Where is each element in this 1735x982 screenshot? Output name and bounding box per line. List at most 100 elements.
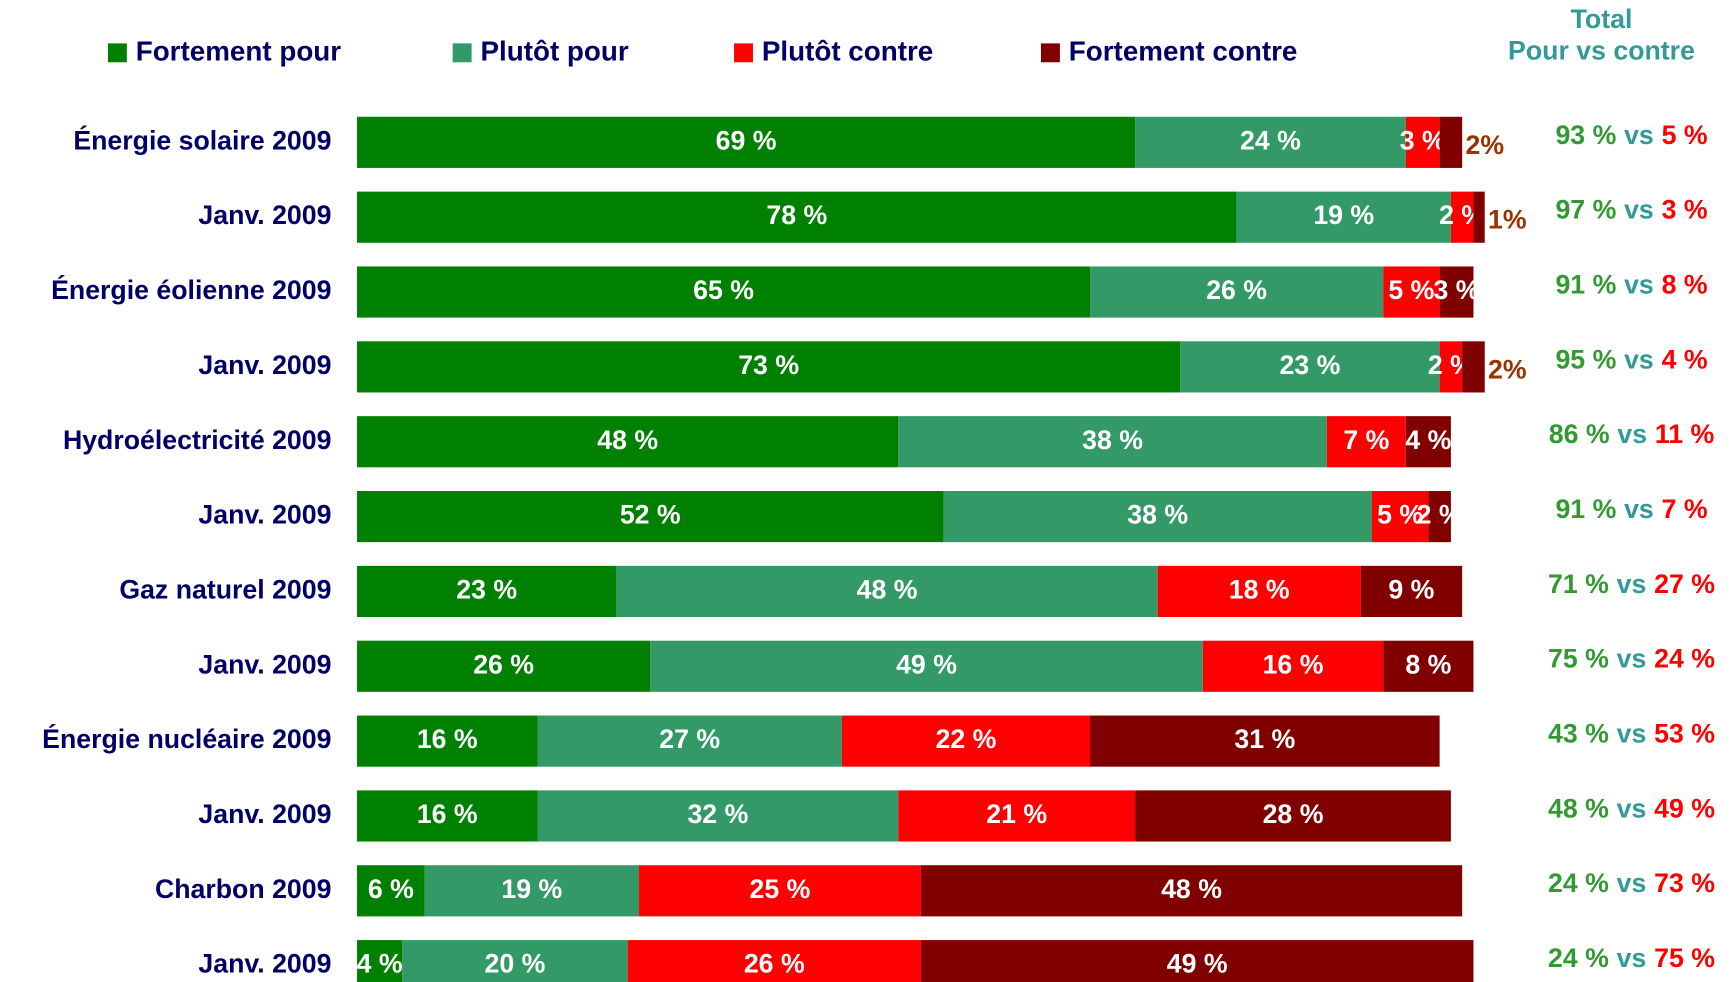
bar-segment: [627, 940, 921, 982]
value-label: 8 %: [1405, 649, 1451, 679]
bar-segment: [357, 940, 403, 982]
bar-segment: [1428, 491, 1451, 543]
value-label: 16 %: [1263, 649, 1324, 679]
category-label: Janv. 2009: [198, 649, 331, 679]
value-label: 31 %: [1234, 724, 1295, 754]
value-label: 4 %: [1405, 425, 1451, 455]
bar-segment: [1439, 341, 1463, 393]
bar-segment: [1383, 266, 1440, 318]
value-label: 26 %: [744, 949, 805, 979]
legend-label: Fortement pour: [136, 36, 342, 67]
total-pour: 91 %: [1555, 270, 1616, 300]
value-label: 25 %: [749, 874, 810, 904]
value-label: 23 %: [1280, 350, 1341, 380]
bar-segment: [1135, 116, 1406, 168]
total-connector: vs: [1617, 868, 1647, 898]
value-label: 49 %: [896, 649, 957, 679]
total-contre: 3 %: [1662, 195, 1708, 225]
value-label: 6 %: [368, 874, 414, 904]
total-label: 48 % vs 49 %: [1548, 793, 1715, 823]
total-label: 75 % vs 24 %: [1548, 644, 1715, 674]
value-label: 3 %: [1400, 125, 1446, 155]
value-label: 3 %: [1434, 275, 1480, 305]
bar-segment: [1157, 565, 1361, 618]
bar-segment: [1236, 191, 1451, 243]
bar-segment: [357, 865, 425, 917]
value-label: 23 %: [456, 574, 517, 604]
value-label: 78 %: [766, 200, 827, 230]
bar-segment: [920, 865, 1463, 917]
bar-segment: [357, 565, 617, 618]
bar-segment: [357, 416, 899, 468]
value-label: 69 %: [716, 125, 777, 155]
total-label: 24 % vs 73 %: [1548, 868, 1715, 898]
bar-segment: [1439, 266, 1474, 318]
bar-segment: [841, 715, 1091, 767]
value-label: 16 %: [417, 724, 478, 754]
total-contre: 5 %: [1662, 120, 1708, 150]
total-contre: 11 %: [1655, 419, 1715, 449]
category-label: Janv. 2009: [198, 949, 331, 979]
category-label: Janv. 2009: [198, 500, 331, 530]
value-label: 48 %: [857, 574, 918, 604]
total-connector: vs: [1624, 120, 1654, 150]
total-label: 43 % vs 53 %: [1548, 719, 1715, 749]
total-label: 86 % vs 11 %: [1549, 419, 1715, 449]
totals-subtitle: Pour vs contre: [1508, 35, 1695, 65]
total-contre: 4 %: [1662, 344, 1708, 374]
value-label: 2%: [1466, 130, 1505, 160]
value-label: 27 %: [659, 724, 720, 754]
bar-segment: [1383, 640, 1474, 692]
total-contre: 73 %: [1654, 868, 1715, 898]
total-label: 95 % vs 4 %: [1555, 344, 1707, 374]
bar-segment: [357, 116, 1136, 168]
legend-label: Fortement contre: [1069, 36, 1298, 67]
total-connector: vs: [1617, 644, 1647, 674]
total-connector: vs: [1617, 793, 1647, 823]
value-label: 2%: [1488, 354, 1527, 384]
total-pour: 86 %: [1549, 419, 1610, 449]
category-label: Janv. 2009: [198, 350, 331, 380]
value-label: 18 %: [1229, 574, 1290, 604]
value-label: 48 %: [597, 425, 658, 455]
total-pour: 43 %: [1548, 719, 1609, 749]
category-label: Énergie solaire 2009: [73, 125, 331, 155]
bar-segment: [357, 790, 538, 842]
value-label: 5 %: [1377, 500, 1423, 530]
total-contre: 75 %: [1654, 943, 1715, 973]
total-pour: 91 %: [1555, 494, 1616, 524]
total-pour: 24 %: [1548, 943, 1609, 973]
bar-segment: [357, 191, 1237, 243]
total-pour: 24 %: [1548, 868, 1609, 898]
bar-segment: [357, 491, 944, 543]
total-label: 93 % vs 5 %: [1555, 120, 1707, 150]
value-label: 52 %: [620, 500, 681, 530]
total-pour: 93 %: [1555, 120, 1616, 150]
bar-segment: [1326, 416, 1406, 468]
category-label: Janv. 2009: [198, 200, 331, 230]
category-label: Janv. 2009: [198, 799, 331, 829]
value-label: 19 %: [501, 874, 562, 904]
total-contre: 53 %: [1654, 719, 1715, 749]
bar-segment: [1405, 116, 1440, 168]
value-label: 22 %: [936, 724, 997, 754]
bar-segment: [537, 715, 842, 767]
value-label: 26 %: [473, 649, 534, 679]
bar-segment: [424, 865, 639, 917]
bar-segment: [1090, 715, 1440, 767]
total-connector: vs: [1624, 494, 1654, 524]
total-label: 91 % vs 8 %: [1555, 270, 1707, 300]
bar-segment: [1439, 116, 1463, 168]
total-label: 24 % vs 75 %: [1548, 943, 1715, 973]
total-pour: 95 %: [1555, 344, 1616, 374]
bar-segment: [920, 940, 1474, 982]
bar-segment: [1371, 491, 1429, 543]
value-label: 21 %: [986, 799, 1047, 829]
bar-segment: [1180, 341, 1440, 393]
value-label: 19 %: [1313, 200, 1374, 230]
category-label: Énergie nucléaire 2009: [42, 724, 331, 754]
bar-segment: [537, 790, 899, 842]
legend-swatch: [734, 43, 753, 63]
value-label: 38 %: [1127, 500, 1188, 530]
